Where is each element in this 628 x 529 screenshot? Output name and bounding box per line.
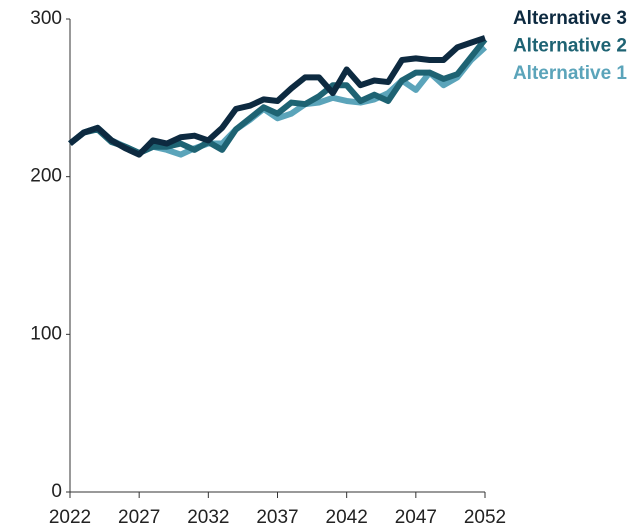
legend-label: Alternative 1 (513, 63, 627, 84)
x-tick-label: 2042 (326, 507, 368, 528)
y-tick-label: 100 (30, 323, 62, 344)
x-tick-label: 2022 (49, 507, 91, 528)
y-tick-label: 200 (30, 166, 62, 187)
x-tick-label: 2052 (464, 507, 506, 528)
x-tick-label: 2027 (118, 507, 160, 528)
y-tick-label: 300 (30, 8, 62, 29)
legend-label: Alternative 3 (513, 8, 627, 29)
x-tick-label: 2037 (256, 507, 298, 528)
y-tick-label: 0 (51, 481, 62, 502)
x-tick-label: 2047 (395, 507, 437, 528)
legend-label: Alternative 2 (513, 36, 627, 57)
line (68, 35, 486, 158)
x-tick-label: 2032 (187, 507, 229, 528)
